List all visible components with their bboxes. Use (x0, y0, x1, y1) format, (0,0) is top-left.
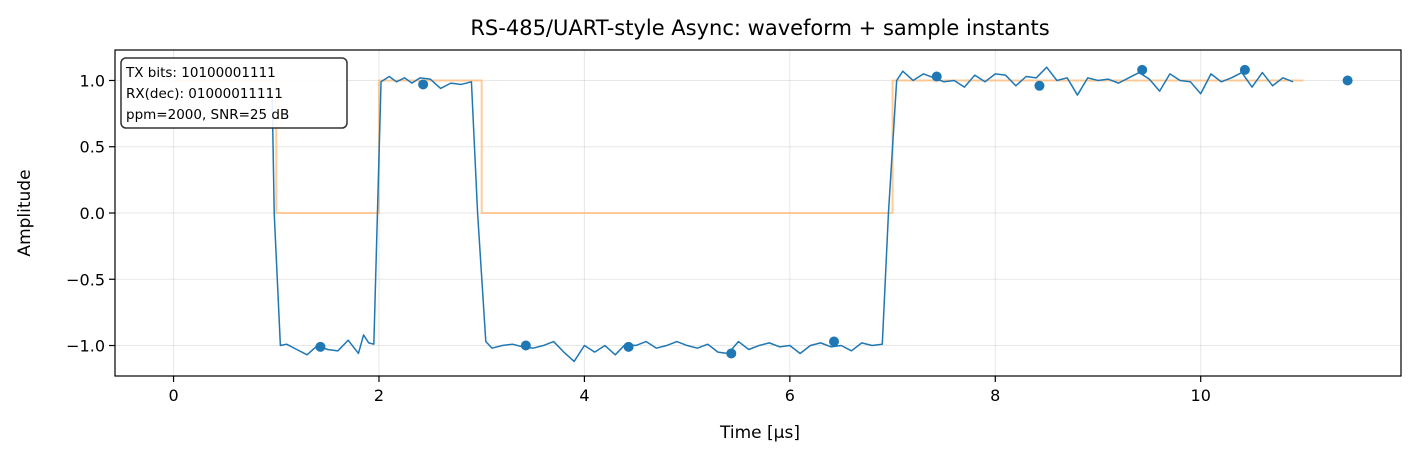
x-tick-label: 0 (168, 386, 178, 405)
sample-point (418, 79, 429, 90)
y-tick-label: 0.5 (80, 138, 105, 157)
sample-point (726, 348, 737, 359)
sample-point (931, 71, 942, 82)
sample-point (1239, 64, 1250, 75)
sample-point (623, 341, 634, 352)
sample-point (520, 340, 531, 351)
waveform-series (271, 66, 1294, 363)
x-tick-label: 2 (374, 386, 384, 405)
chart-title: RS-485/UART-style Async: waveform + samp… (470, 16, 1049, 40)
sample-point (1137, 64, 1148, 75)
info-box-frame (120, 57, 348, 129)
y-tick-label: −1.0 (66, 337, 105, 356)
x-axis: 0 2 4 6 8 10 (168, 376, 1211, 405)
y-axis-label: Amplitude (15, 169, 35, 256)
x-tick-label: 10 (1191, 386, 1211, 405)
x-tick-label: 4 (579, 386, 589, 405)
info-box: TX bits: 10100001111 RX(dec): 0100001111… (120, 57, 348, 129)
info-line-tx-bits: TX bits: 10100001111 (125, 65, 276, 81)
y-tick-label: −0.5 (66, 270, 105, 289)
plot-area (173, 64, 1353, 363)
x-tick-label: 8 (990, 386, 1000, 405)
info-line-params: ppm=2000, SNR=25 dB (126, 107, 289, 123)
y-tick-label: 0.0 (80, 204, 105, 223)
y-axis: −1.0 −0.5 0.0 0.5 1.0 (66, 71, 115, 356)
y-tick-label: 1.0 (80, 71, 105, 90)
sample-point (1342, 75, 1353, 86)
sample-point (829, 336, 840, 347)
info-line-rx-dec: RX(dec): 01000011111 (126, 86, 283, 102)
sample-point (315, 341, 326, 352)
sample-point (1034, 80, 1045, 91)
x-tick-label: 6 (785, 386, 795, 405)
x-axis-label: Time [µs] (719, 423, 800, 443)
